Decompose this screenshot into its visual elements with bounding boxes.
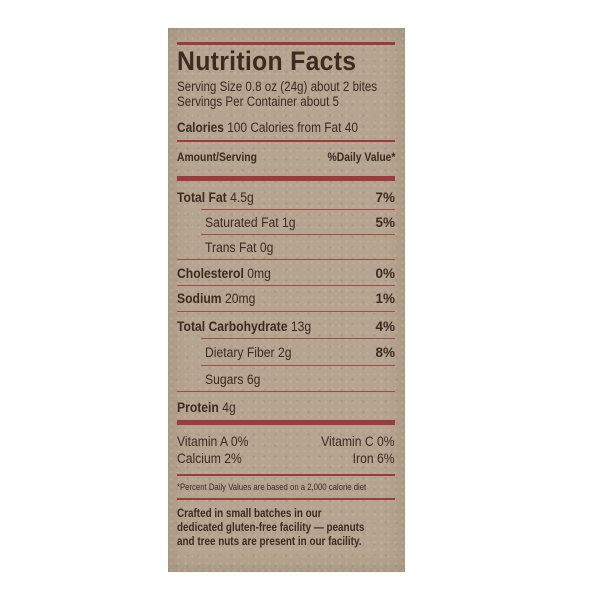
vitamin-name: Calcium: [177, 451, 221, 466]
allergen-line-3: and tree nuts are present in our facilit…: [177, 536, 362, 548]
vitamin-dv: 0%: [230, 434, 249, 449]
nutrient-name: Total Fat: [177, 190, 227, 205]
nutrient-row-dietary-fiber: Dietary Fiber 2g: [205, 345, 291, 361]
nutrient-row-sodium: Sodium 20mg: [177, 291, 255, 307]
nutrient-dv: 4%: [375, 319, 395, 334]
nutrient-row-trans-fat: Trans Fat 0g: [205, 240, 273, 256]
nutrient-dv: 5%: [375, 215, 395, 230]
serving-size-line: Serving Size 0.8 oz (24g) about 2 bites: [177, 79, 377, 95]
nutrient-dv: 1%: [375, 291, 395, 306]
serving-size-label: Serving Size: [177, 79, 243, 94]
label-title: Nutrition Facts: [177, 46, 357, 76]
nutrition-panel: Nutrition Facts Serving Size 0.8 oz (24g…: [168, 28, 405, 572]
vitamins-rule: [177, 474, 395, 476]
footnote-rule: [177, 498, 395, 500]
allergen-line-1: Crafted in small batches in our: [177, 508, 322, 520]
nutrient-name: Sugars: [205, 372, 244, 387]
amount-per-serving-header: Amount/Serving: [177, 152, 257, 164]
calories-rule: [177, 140, 395, 142]
nutrient-amount: 0g: [259, 240, 274, 255]
nutrient-name: Saturated Fat: [205, 215, 279, 230]
nutrient-amount: 0mg: [247, 266, 271, 281]
vitamin-row-calcium: Calcium 2%: [177, 451, 242, 467]
servings-per-container-line: Servings Per Container about 5: [177, 94, 339, 110]
vitamin-name: Iron: [353, 451, 375, 466]
daily-value-header: %Daily Value*: [327, 152, 395, 164]
row-divider: [177, 391, 395, 392]
nutrient-dv: 7%: [375, 190, 395, 205]
nutrient-amount: 4g: [222, 400, 236, 415]
protein-thick-rule: [177, 420, 395, 425]
nutrient-name: Dietary Fiber: [205, 345, 275, 360]
row-divider: [201, 365, 395, 366]
nutrient-amount: 1g: [282, 215, 296, 230]
nutrient-name: Sodium: [177, 291, 222, 306]
vitamin-dv: 2%: [224, 451, 242, 466]
nutrient-dv: 0%: [375, 266, 395, 281]
servings-per-container-label: Servings Per Container: [177, 94, 298, 109]
daily-value-footnote: *Percent Daily Values are based on a 2,0…: [177, 482, 367, 492]
row-divider: [201, 209, 395, 210]
vitamin-dv: 6%: [377, 451, 395, 466]
nutrient-name: Cholesterol: [177, 266, 244, 281]
nutrition-label: Nutrition Facts Serving Size 0.8 oz (24g…: [177, 28, 395, 572]
nutrient-row-protein: Protein 4g: [177, 400, 236, 416]
nutrient-amount: 4.5g: [230, 190, 254, 205]
servings-per-container-value: about 5: [300, 94, 340, 109]
vitamin-name: Vitamin C: [321, 434, 375, 449]
row-divider: [177, 259, 395, 260]
calories-from-fat-value: 40: [344, 120, 358, 135]
nutrient-amount: 13g: [290, 319, 312, 334]
header-thick-rule: [177, 176, 395, 181]
vitamin-row-vitamin-a: Vitamin A 0%: [177, 434, 248, 450]
row-divider: [177, 285, 395, 286]
nutrient-amount: 20mg: [224, 291, 256, 306]
vitamin-row-iron: Iron 6%: [353, 451, 395, 467]
nutrient-row-total-fat: Total Fat 4.5g: [177, 190, 254, 206]
vitamin-name: Vitamin A: [177, 434, 228, 449]
nutrient-amount: 2g: [277, 345, 292, 360]
vitamin-dv: 0%: [377, 434, 395, 449]
nutrient-row-saturated-fat: Saturated Fat 1g: [205, 215, 296, 231]
calories-label: Calories: [177, 120, 224, 135]
calories-line: Calories 100 Calories from Fat 40: [177, 120, 358, 136]
row-divider: [201, 234, 395, 235]
top-rule: [177, 42, 395, 45]
nutrient-row-total-carbohydrate: Total Carbohydrate 13g: [177, 319, 311, 335]
allergen-line-2: dedicated gluten-free facility — peanuts: [177, 522, 365, 534]
nutrient-row-sugars: Sugars 6g: [205, 372, 260, 388]
nutrient-amount: 6g: [246, 372, 261, 387]
vitamin-row-vitamin-c: Vitamin C 0%: [322, 434, 395, 450]
calories-value: 100: [227, 120, 248, 135]
nutrient-dv: 8%: [375, 345, 395, 360]
row-divider: [177, 311, 395, 312]
serving-size-value: 0.8 oz (24g) about 2 bites: [245, 79, 378, 94]
nutrient-name: Trans Fat: [205, 240, 257, 255]
calories-from-fat-label: Calories from Fat: [250, 120, 342, 135]
row-divider: [201, 338, 395, 339]
nutrient-row-cholesterol: Cholesterol 0mg: [177, 266, 271, 282]
nutrient-name: Protein: [177, 400, 219, 415]
nutrient-name: Total Carbohydrate: [177, 319, 288, 334]
